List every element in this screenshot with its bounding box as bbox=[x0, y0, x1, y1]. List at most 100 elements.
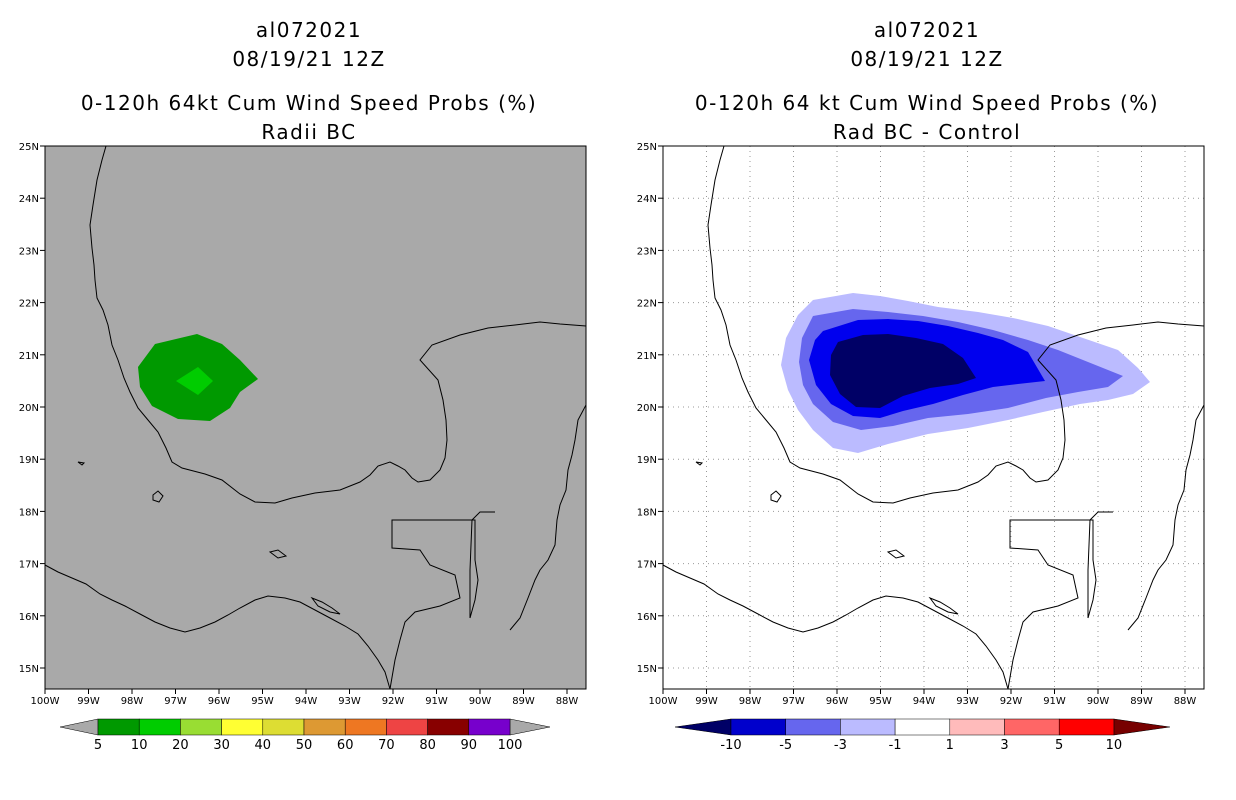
colorbar-label: 50 bbox=[296, 738, 313, 753]
island bbox=[152, 490, 164, 503]
longitude-label: 91W bbox=[425, 696, 448, 707]
colorbar-label: 90 bbox=[461, 738, 478, 753]
colorbar-right-arrow bbox=[509, 718, 551, 736]
latitude-label: 25N bbox=[19, 142, 39, 153]
colorbar-label: -10 bbox=[720, 738, 741, 753]
longitude-label: 89W bbox=[512, 696, 535, 707]
colorbar-swatch bbox=[1004, 718, 1060, 736]
longitude-label: 96W bbox=[208, 696, 231, 707]
left-panel: al072021 08/19/21 12Z 0-120h 64kt Cum Wi… bbox=[19, 18, 587, 753]
latitude-label: 17N bbox=[19, 560, 39, 571]
right-diff-minus10-contour bbox=[830, 334, 976, 408]
longitude-label: 92W bbox=[382, 696, 405, 707]
latitude-label: 15N bbox=[637, 664, 657, 675]
colorbar-swatch bbox=[730, 718, 786, 736]
island bbox=[770, 490, 782, 503]
left-longitude-labels: 100W 99W 98W 97W 96W 95W 94W 93W 92W 91W 90W 89W 88W bbox=[31, 689, 578, 707]
coastline bbox=[1007, 519, 1097, 690]
colorbar-left-arrow bbox=[674, 718, 732, 736]
latitude-label: 18N bbox=[637, 507, 657, 518]
colorbar-label: 20 bbox=[172, 738, 189, 753]
colorbar-swatch bbox=[785, 718, 841, 736]
coastline bbox=[662, 564, 1009, 690]
coastline bbox=[44, 564, 391, 690]
longitude-label: 94W bbox=[913, 696, 936, 707]
longitude-label: 92W bbox=[1000, 696, 1023, 707]
colorbar-label: -3 bbox=[834, 738, 847, 753]
island bbox=[77, 461, 86, 466]
colorbar-right-arrow bbox=[1113, 718, 1170, 736]
colorbar-swatch bbox=[180, 718, 222, 736]
left-map-frame bbox=[44, 145, 587, 690]
latitude-label: 24N bbox=[637, 194, 657, 205]
longitude-label: 89W bbox=[1130, 696, 1153, 707]
colorbar-label: 80 bbox=[419, 738, 436, 753]
latitude-label: 18N bbox=[19, 507, 39, 518]
right-panel: al072021 08/19/21 12Z 0-120h 64 kt Cum W… bbox=[618, 0, 1236, 800]
latitude-label: 25N bbox=[637, 142, 657, 153]
latitude-label: 21N bbox=[19, 351, 39, 362]
right-colorbar: -10 -5 -3 -1 1 3 5 10 bbox=[674, 718, 1170, 753]
colorbar-swatch bbox=[344, 718, 387, 736]
colorbar-swatch bbox=[221, 718, 264, 736]
latitude-label: 23N bbox=[19, 246, 39, 257]
right-map-svg: 25N 24N 23N 22N 21N 20N 19N 18N 17N 16N 15N 100W 99… bbox=[637, 142, 1205, 753]
left-map-background bbox=[44, 145, 587, 690]
colorbar-swatch bbox=[468, 718, 511, 736]
latitude-label: 21N bbox=[637, 351, 657, 362]
longitude-label: 95W bbox=[869, 696, 892, 707]
longitude-label: 93W bbox=[956, 696, 979, 707]
left-colorbar: 5 10 20 30 40 50 60 70 80 90 100 bbox=[59, 718, 551, 753]
coastline bbox=[389, 519, 479, 690]
latitude-label: 16N bbox=[19, 612, 39, 623]
longitude-label: 90W bbox=[469, 696, 492, 707]
longitude-label: 94W bbox=[295, 696, 318, 707]
colorbar-label: 100 bbox=[498, 738, 523, 753]
right-datetime: 08/19/21 12Z bbox=[850, 47, 1004, 71]
colorbar-label: -1 bbox=[889, 738, 902, 753]
longitude-label: 99W bbox=[695, 696, 718, 707]
right-map: 25N 24N 23N 22N 21N 20N 19N 18N 17N 16N 15N 100W 99… bbox=[637, 142, 1205, 707]
island bbox=[928, 596, 959, 615]
colorbar-label: 40 bbox=[255, 738, 272, 753]
longitude-label: 96W bbox=[826, 696, 849, 707]
left-subtitle: Radii BC bbox=[261, 120, 357, 144]
island bbox=[310, 596, 341, 615]
longitude-label: 99W bbox=[77, 696, 100, 707]
longitude-label: 97W bbox=[782, 696, 805, 707]
colorbar-swatch bbox=[303, 718, 346, 736]
colorbar-swatch bbox=[262, 718, 305, 736]
colorbar-label: -5 bbox=[779, 738, 792, 753]
latitude-label: 24N bbox=[19, 194, 39, 205]
latitude-label: 19N bbox=[637, 455, 657, 466]
longitude-label: 98W bbox=[121, 696, 144, 707]
latitude-label: 17N bbox=[637, 560, 657, 571]
colorbar-label: 5 bbox=[94, 738, 102, 753]
coastline bbox=[509, 404, 587, 631]
colorbar-label: 60 bbox=[337, 738, 354, 753]
right-product-title: 0-120h 64 kt Cum Wind Speed Probs (%) bbox=[694, 91, 1160, 115]
right-coastlines bbox=[662, 145, 1205, 690]
longitude-label: 97W bbox=[164, 696, 187, 707]
coastline bbox=[1087, 511, 1113, 618]
longitude-label: 90W bbox=[1087, 696, 1110, 707]
latitude-label: 15N bbox=[19, 664, 39, 675]
colorbar-label: 1 bbox=[946, 738, 954, 753]
left-datetime: 08/19/21 12Z bbox=[232, 47, 386, 71]
colorbar-swatch bbox=[840, 718, 896, 736]
colorbar-label: 30 bbox=[213, 738, 230, 753]
colorbar-swatch bbox=[427, 718, 470, 736]
colorbar-label: 3 bbox=[1000, 738, 1008, 753]
latitude-label: 16N bbox=[637, 612, 657, 623]
left-coastlines bbox=[44, 145, 587, 690]
left-latitude-labels: 25N 24N 23N 22N 21N 20N 19N 18N 17N 16N 15N bbox=[19, 142, 45, 675]
longitude-label: 100W bbox=[649, 696, 678, 707]
colorbar-label: 10 bbox=[131, 738, 148, 753]
longitude-label: 91W bbox=[1043, 696, 1066, 707]
colorbar-swatch bbox=[138, 718, 181, 736]
longitude-label: 93W bbox=[338, 696, 361, 707]
colorbar-label: 70 bbox=[378, 738, 395, 753]
latitude-label: 22N bbox=[19, 299, 39, 310]
island bbox=[268, 549, 288, 559]
right-longitude-labels: 100W 99W 98W 97W 96W 95W 94W 93W 92W 91W 90W 89W 88W bbox=[649, 689, 1196, 707]
